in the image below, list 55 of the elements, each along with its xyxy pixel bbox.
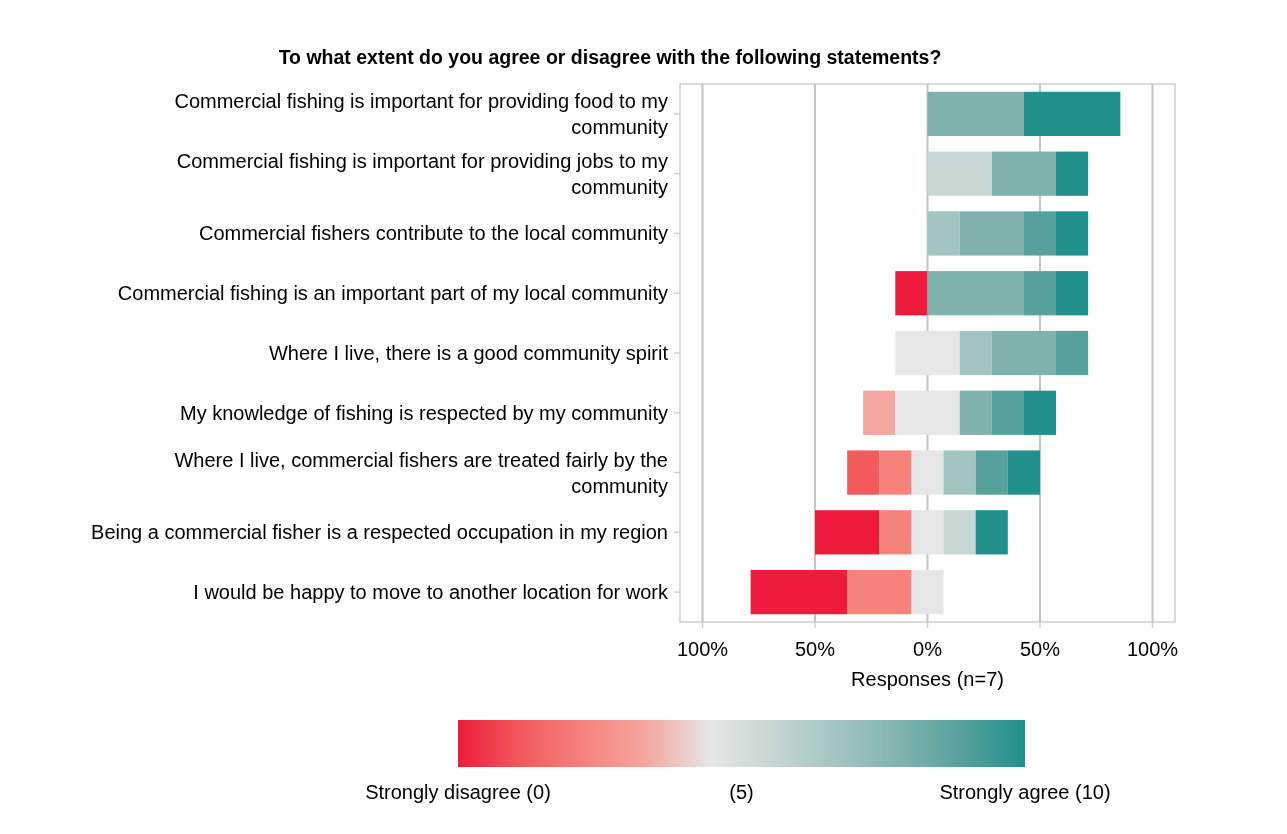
y-tick-label: Where I live, there is a good community spirit (268, 342, 669, 364)
y-tick-label: Commercial fishing is an important part of my local community (117, 282, 668, 305)
y-tick-label: My knowledge of fishing is respected by my community (180, 401, 668, 424)
bar (879, 510, 912, 555)
bar (1055, 151, 1089, 196)
bar (975, 510, 1008, 555)
color-bar-label: Strongly disagree (0) (365, 781, 551, 803)
bar (991, 330, 1056, 376)
bar (927, 211, 960, 256)
bar (927, 91, 1025, 137)
bar (750, 569, 848, 615)
bar (911, 510, 944, 555)
chart-title: To what extent do you agree or disagree with the following statements? (278, 46, 942, 68)
bar (1024, 91, 1121, 137)
bar (943, 510, 976, 555)
x-tick-label: 0% (913, 638, 943, 660)
y-tick-label: I would be happy to move to another location for work (193, 581, 669, 604)
bar (975, 450, 1008, 495)
y-tick-label: Where I live, commercial fishers are treated fairly by the community (174, 448, 668, 497)
x-tick-label: 100% (676, 638, 729, 660)
bar (991, 151, 1056, 196)
bar (815, 510, 880, 555)
bar (911, 569, 944, 615)
bar (1055, 271, 1089, 316)
bar (1024, 390, 1056, 435)
bar (1007, 450, 1041, 495)
bar (959, 211, 1025, 256)
y-tick-label: Commercial fishing is important for providing food to my community (174, 89, 668, 138)
bar (895, 271, 928, 316)
bar (991, 390, 1025, 435)
x-axis-title: Responses (n=7) (851, 668, 1004, 690)
bar (1055, 330, 1089, 376)
bar (847, 450, 880, 495)
bar (927, 271, 1025, 316)
x-tick-label: 50% (1019, 638, 1061, 660)
x-tick-label: 50% (794, 638, 836, 660)
bar (895, 390, 960, 435)
y-tick-label: Commercial fishers contribute to the local community (198, 222, 668, 245)
bar (959, 330, 992, 376)
bar (879, 450, 912, 495)
y-tick-label: Commercial fishing is important for providing jobs to my community (176, 149, 668, 198)
bar (895, 330, 960, 376)
bar (1024, 211, 1056, 256)
bar (1055, 211, 1089, 256)
color-bar-label: (5) (729, 781, 754, 803)
y-tick-label: Being a commercial fisher is a respected occupation in my region (91, 521, 668, 544)
bar (1024, 271, 1056, 316)
bar (943, 450, 976, 495)
x-tick-label: 100% (1126, 638, 1179, 660)
bar (927, 151, 992, 196)
bar (911, 450, 944, 495)
bar (863, 390, 896, 435)
color-bar-label: Strongly agree (10) (939, 781, 1111, 803)
bar (959, 390, 992, 435)
bar (847, 569, 912, 615)
